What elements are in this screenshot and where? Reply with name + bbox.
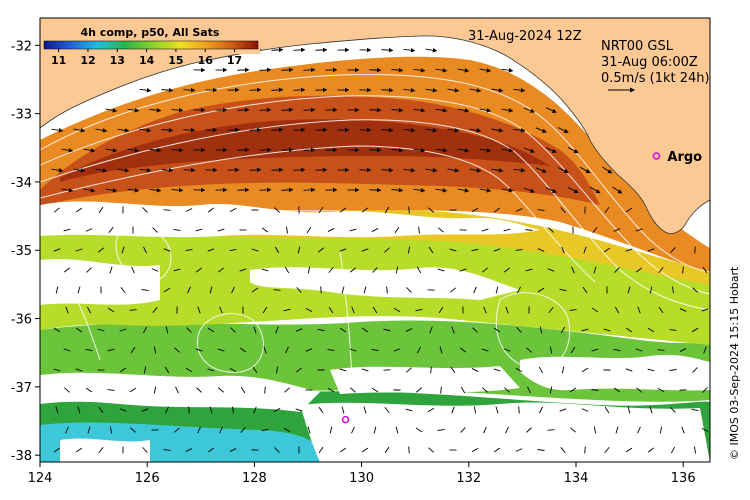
y-axis: -32 -33 -34 -35 -36 -37 -38 (11, 39, 40, 464)
lon-tick-label: 128 (242, 471, 267, 486)
current-arrow-icon (250, 90, 261, 91)
current-arrow-icon (321, 287, 322, 294)
current-arrow-icon (250, 170, 261, 171)
lon-tick-label: 126 (135, 471, 160, 486)
credit-wrapper: © IMOS 03-Sep-2024 15:15 Hobart (728, 460, 748, 480)
current-arrow-icon (316, 90, 327, 91)
colorbar-tick-label: 14 (139, 54, 155, 67)
lon-tick-label: 134 (564, 471, 589, 486)
current-arrow-icon (164, 210, 171, 211)
colorbar-gradient (44, 41, 258, 49)
current-arrow-icon (370, 110, 381, 111)
lon-tick-label: 124 (28, 471, 53, 486)
product-name: NRT00 GSL (601, 39, 674, 54)
current-arrow-icon (431, 367, 432, 374)
lon-tick-label: 130 (349, 471, 374, 486)
map-date: 31-Aug-2024 12Z (468, 29, 582, 44)
current-arrow-icon (370, 70, 381, 71)
current-arrow-icon (370, 150, 381, 151)
lon-tick-label: 132 (456, 471, 481, 486)
imos-credit: © IMOS 03-Sep-2024 15:15 Hobart (728, 267, 741, 460)
current-arrow-icon (184, 90, 195, 91)
product-time: 31-Aug 06:00Z (601, 55, 698, 70)
lat-tick-label: -35 (11, 244, 32, 259)
lat-tick-label: -36 (11, 313, 32, 328)
current-arrow-icon (316, 130, 327, 131)
current-arrow-icon (189, 407, 190, 414)
current-arrow-icon (265, 387, 266, 394)
x-axis: 124 126 128 130 132 134 136 (28, 462, 696, 486)
colorbar-tick-label: 16 (198, 54, 214, 67)
current-arrow-icon (316, 50, 327, 51)
current-arrow-icon (184, 130, 195, 131)
lat-tick-label: -34 (11, 176, 32, 191)
colorbar-title: 4h comp, p50, All Sats (81, 26, 220, 39)
current-arrow-icon (585, 447, 586, 454)
current-arrow-icon (250, 130, 261, 131)
current-arrow-icon (370, 190, 381, 191)
current-arrow-icon (274, 290, 281, 291)
lat-tick-label: -37 (11, 381, 32, 396)
lat-tick-label: -38 (11, 449, 32, 464)
lat-tick-label: -32 (11, 39, 32, 54)
colorbar-tick-label: 17 (227, 54, 242, 67)
lat-tick-label: -33 (11, 108, 32, 123)
colorbar-tick-label: 13 (110, 54, 125, 67)
argo-label: Argo (667, 150, 702, 165)
product-scale: 0.5m/s (1kt 24h) (601, 71, 710, 86)
colorbar-tick-label: 11 (51, 54, 66, 67)
current-arrow-icon (658, 350, 665, 351)
colorbar-tick-label: 15 (168, 54, 183, 67)
current-arrow-icon (695, 247, 696, 254)
lon-tick-label: 136 (671, 471, 696, 486)
current-arrow-icon (316, 170, 327, 171)
current-arrow-icon (184, 170, 195, 171)
colorbar-tick-label: 12 (80, 54, 95, 67)
